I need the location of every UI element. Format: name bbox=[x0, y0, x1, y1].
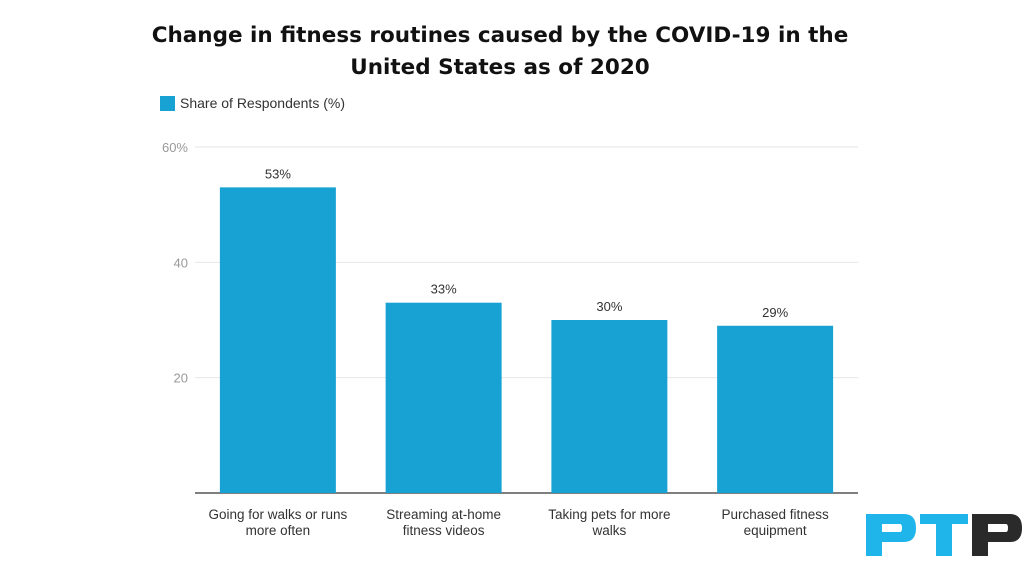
logo-letter-p2 bbox=[972, 514, 1022, 556]
legend-label: Share of Respondents (%) bbox=[180, 95, 345, 111]
x-tick-label: walks bbox=[591, 523, 626, 538]
data-label: 29% bbox=[762, 305, 788, 320]
bar bbox=[219, 187, 336, 493]
data-label: 30% bbox=[596, 299, 622, 314]
data-label: 33% bbox=[431, 282, 457, 297]
x-tick-label: fitness videos bbox=[403, 523, 485, 538]
x-tick-label: Streaming at-home bbox=[386, 507, 501, 522]
data-label: 53% bbox=[265, 166, 291, 181]
y-tick-label: 60% bbox=[162, 140, 188, 155]
x-tick-label: more often bbox=[246, 523, 311, 538]
chart-title: Change in fitness routines caused by the… bbox=[0, 20, 1000, 84]
ptp-logo bbox=[866, 514, 1022, 556]
y-tick-label: 40 bbox=[174, 255, 188, 270]
chart-title-line-1: Change in fitness routines caused by the… bbox=[151, 23, 849, 48]
y-tick-label: 20 bbox=[174, 371, 188, 386]
bar bbox=[551, 320, 668, 493]
chart-title-line-2: United States as of 2020 bbox=[350, 55, 650, 80]
legend-swatch bbox=[160, 95, 175, 111]
bar bbox=[385, 302, 502, 493]
bar bbox=[717, 325, 834, 493]
logo-letter-p1 bbox=[866, 514, 916, 556]
logo-letter-t bbox=[920, 514, 968, 556]
x-tick-label: equipment bbox=[744, 523, 807, 538]
x-tick-label: Taking pets for more bbox=[548, 507, 670, 522]
x-tick-label: Purchased fitness bbox=[721, 507, 829, 522]
x-tick-label: Going for walks or runs bbox=[208, 507, 347, 522]
legend: Share of Respondents (%) bbox=[160, 95, 345, 111]
